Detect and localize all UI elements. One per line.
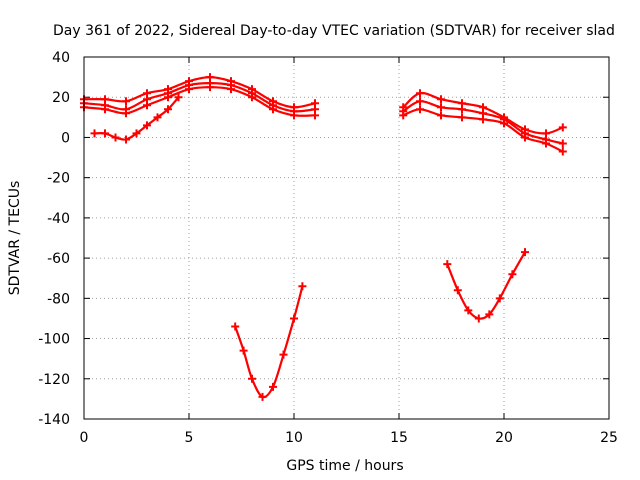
data-point (479, 115, 487, 124)
data-point (269, 105, 277, 114)
series-band-a-lower (80, 83, 319, 120)
plot-frame (83, 56, 610, 420)
data-point (521, 248, 529, 257)
series-band-b-lower (399, 105, 567, 156)
data-point (290, 314, 298, 323)
series-layer (80, 73, 567, 401)
series-line (82, 76, 317, 109)
data-point (558, 123, 567, 132)
data-point (458, 113, 466, 122)
data-point (248, 93, 256, 102)
data-point (298, 282, 307, 291)
series-arc-low-left (90, 93, 183, 144)
data-point (101, 129, 109, 138)
data-point (122, 109, 130, 118)
data-point (185, 85, 193, 94)
series-dip-left (231, 282, 307, 401)
data-point (399, 111, 408, 120)
data-point (143, 121, 151, 130)
data-point (132, 129, 141, 138)
data-point (474, 314, 483, 323)
data-point (174, 93, 183, 102)
y-tick-label: 40 (52, 50, 70, 66)
data-point (443, 260, 452, 269)
data-point (164, 105, 172, 114)
y-tick-label: 0 (61, 130, 70, 146)
chart-title: Day 361 of 2022, Sidereal Day-to-day VTE… (53, 23, 615, 39)
y-tick-label: -140 (38, 412, 70, 428)
data-point (485, 310, 494, 319)
data-point (143, 101, 151, 110)
data-point (164, 93, 172, 102)
y-tick-label: -100 (38, 332, 70, 348)
data-point (258, 392, 267, 401)
data-point (122, 97, 130, 106)
series-line (446, 250, 527, 320)
data-point (542, 139, 550, 148)
data-point (269, 382, 277, 391)
y-tick-label: 20 (52, 90, 70, 106)
data-point (508, 270, 517, 279)
data-point (227, 85, 235, 94)
series-dip-right (443, 248, 529, 323)
x-tick-label: 0 (80, 430, 89, 446)
grid-layer (84, 57, 609, 419)
series-band-a-upper (80, 73, 319, 112)
data-point (495, 294, 504, 303)
data-point (153, 113, 162, 122)
data-point (101, 105, 109, 114)
x-tick-label: 25 (600, 430, 618, 446)
data-point (464, 306, 473, 315)
y-tick-label: -120 (38, 372, 70, 388)
x-tick-label: 20 (495, 430, 513, 446)
data-point (437, 103, 445, 112)
data-point (90, 129, 99, 138)
series-line (234, 285, 304, 399)
data-point (239, 346, 248, 355)
y-tick-label: -80 (47, 291, 70, 307)
y-axis-label: SDTVAR / TECUs (7, 181, 23, 296)
data-point (248, 374, 256, 383)
data-point (206, 83, 214, 92)
data-point (416, 89, 424, 98)
x-tick-label: 15 (390, 430, 408, 446)
data-point (437, 95, 445, 104)
tick-layer (83, 56, 610, 420)
data-point (279, 350, 288, 359)
data-point (453, 286, 462, 295)
data-point (558, 139, 567, 148)
data-point (458, 105, 466, 114)
data-point (111, 133, 120, 142)
series-band-a-mid (80, 79, 319, 116)
data-point (290, 111, 298, 120)
data-point (416, 105, 424, 114)
data-point (437, 111, 445, 120)
data-point (122, 135, 130, 144)
data-point (311, 111, 319, 120)
tick-label-layer: -140 -120 -100 -80 -60 -40 -20 0 20 40 0 5 10 15 20 25 (38, 50, 618, 446)
data-point (231, 322, 240, 331)
y-tick-label: -40 (47, 211, 70, 227)
x-tick-label: 5 (185, 430, 194, 446)
y-tick-label: -60 (47, 251, 70, 267)
data-point (500, 119, 508, 128)
data-point (416, 97, 424, 106)
x-axis-label: GPS time / hours (286, 458, 403, 474)
y-tick-label: -20 (47, 171, 70, 187)
data-point (558, 147, 567, 156)
x-tick-label: 10 (285, 430, 303, 446)
data-point (521, 133, 529, 142)
